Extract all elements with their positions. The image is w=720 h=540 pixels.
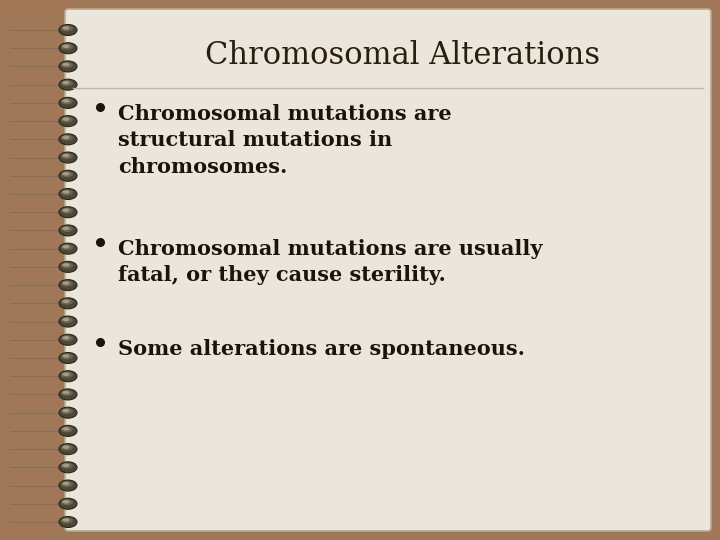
Ellipse shape bbox=[59, 389, 77, 400]
Ellipse shape bbox=[59, 97, 77, 109]
Ellipse shape bbox=[63, 136, 70, 139]
Ellipse shape bbox=[61, 117, 73, 123]
Ellipse shape bbox=[61, 244, 73, 250]
Ellipse shape bbox=[63, 409, 70, 413]
Ellipse shape bbox=[61, 390, 73, 396]
Ellipse shape bbox=[61, 153, 73, 159]
Ellipse shape bbox=[63, 99, 70, 103]
Ellipse shape bbox=[61, 135, 73, 141]
Ellipse shape bbox=[59, 170, 77, 181]
Ellipse shape bbox=[63, 446, 70, 449]
Ellipse shape bbox=[63, 172, 70, 176]
Ellipse shape bbox=[59, 261, 77, 272]
Text: Chromosomal Alterations: Chromosomal Alterations bbox=[205, 39, 600, 71]
Ellipse shape bbox=[61, 317, 73, 323]
Ellipse shape bbox=[63, 190, 70, 194]
Ellipse shape bbox=[63, 44, 70, 48]
Ellipse shape bbox=[59, 316, 77, 327]
Ellipse shape bbox=[59, 79, 77, 90]
Ellipse shape bbox=[63, 300, 70, 303]
Text: Chromosomal mutations are usually
fatal, or they cause sterility.: Chromosomal mutations are usually fatal,… bbox=[118, 239, 542, 286]
Ellipse shape bbox=[61, 517, 73, 523]
Ellipse shape bbox=[59, 225, 77, 236]
Ellipse shape bbox=[59, 280, 77, 291]
Ellipse shape bbox=[61, 208, 73, 214]
Ellipse shape bbox=[63, 482, 70, 485]
Ellipse shape bbox=[63, 427, 70, 430]
Ellipse shape bbox=[61, 354, 73, 360]
Ellipse shape bbox=[59, 516, 77, 528]
Ellipse shape bbox=[63, 81, 70, 84]
Ellipse shape bbox=[63, 26, 70, 30]
Ellipse shape bbox=[61, 299, 73, 305]
Ellipse shape bbox=[63, 354, 70, 357]
Ellipse shape bbox=[59, 498, 77, 509]
Ellipse shape bbox=[61, 335, 73, 341]
Ellipse shape bbox=[61, 372, 73, 377]
Ellipse shape bbox=[63, 391, 70, 394]
Ellipse shape bbox=[63, 245, 70, 248]
Ellipse shape bbox=[63, 518, 70, 522]
Ellipse shape bbox=[59, 243, 77, 254]
Ellipse shape bbox=[59, 24, 77, 36]
Ellipse shape bbox=[61, 80, 73, 86]
Ellipse shape bbox=[61, 500, 73, 505]
Ellipse shape bbox=[59, 134, 77, 145]
Ellipse shape bbox=[63, 154, 70, 157]
Ellipse shape bbox=[61, 171, 73, 177]
Ellipse shape bbox=[61, 226, 73, 232]
Text: Some alterations are spontaneous.: Some alterations are spontaneous. bbox=[118, 339, 525, 359]
Ellipse shape bbox=[59, 334, 77, 345]
Ellipse shape bbox=[59, 371, 77, 382]
Ellipse shape bbox=[63, 263, 70, 267]
Ellipse shape bbox=[59, 207, 77, 218]
Ellipse shape bbox=[61, 98, 73, 104]
Ellipse shape bbox=[63, 500, 70, 503]
Ellipse shape bbox=[63, 117, 70, 121]
Ellipse shape bbox=[61, 281, 73, 287]
Ellipse shape bbox=[59, 298, 77, 309]
Text: Chromosomal mutations are
structural mutations in
chromosomes.: Chromosomal mutations are structural mut… bbox=[118, 104, 451, 177]
Ellipse shape bbox=[63, 373, 70, 376]
Ellipse shape bbox=[59, 353, 77, 363]
Ellipse shape bbox=[63, 208, 70, 212]
Ellipse shape bbox=[61, 463, 73, 469]
Ellipse shape bbox=[63, 281, 70, 285]
Ellipse shape bbox=[59, 444, 77, 455]
Ellipse shape bbox=[59, 188, 77, 199]
Ellipse shape bbox=[61, 444, 73, 450]
Ellipse shape bbox=[61, 190, 73, 195]
Ellipse shape bbox=[59, 462, 77, 473]
Ellipse shape bbox=[61, 262, 73, 268]
Ellipse shape bbox=[61, 62, 73, 68]
Ellipse shape bbox=[61, 408, 73, 414]
Ellipse shape bbox=[63, 463, 70, 467]
Ellipse shape bbox=[63, 336, 70, 340]
Ellipse shape bbox=[61, 44, 73, 50]
Ellipse shape bbox=[59, 407, 77, 418]
Ellipse shape bbox=[59, 152, 77, 163]
Ellipse shape bbox=[63, 63, 70, 66]
Ellipse shape bbox=[59, 43, 77, 53]
Ellipse shape bbox=[59, 116, 77, 126]
Ellipse shape bbox=[59, 61, 77, 72]
Ellipse shape bbox=[59, 480, 77, 491]
Ellipse shape bbox=[63, 227, 70, 230]
Ellipse shape bbox=[59, 426, 77, 436]
Ellipse shape bbox=[61, 427, 73, 433]
Ellipse shape bbox=[61, 481, 73, 487]
FancyBboxPatch shape bbox=[65, 9, 711, 531]
Ellipse shape bbox=[61, 25, 73, 31]
Ellipse shape bbox=[63, 318, 70, 321]
